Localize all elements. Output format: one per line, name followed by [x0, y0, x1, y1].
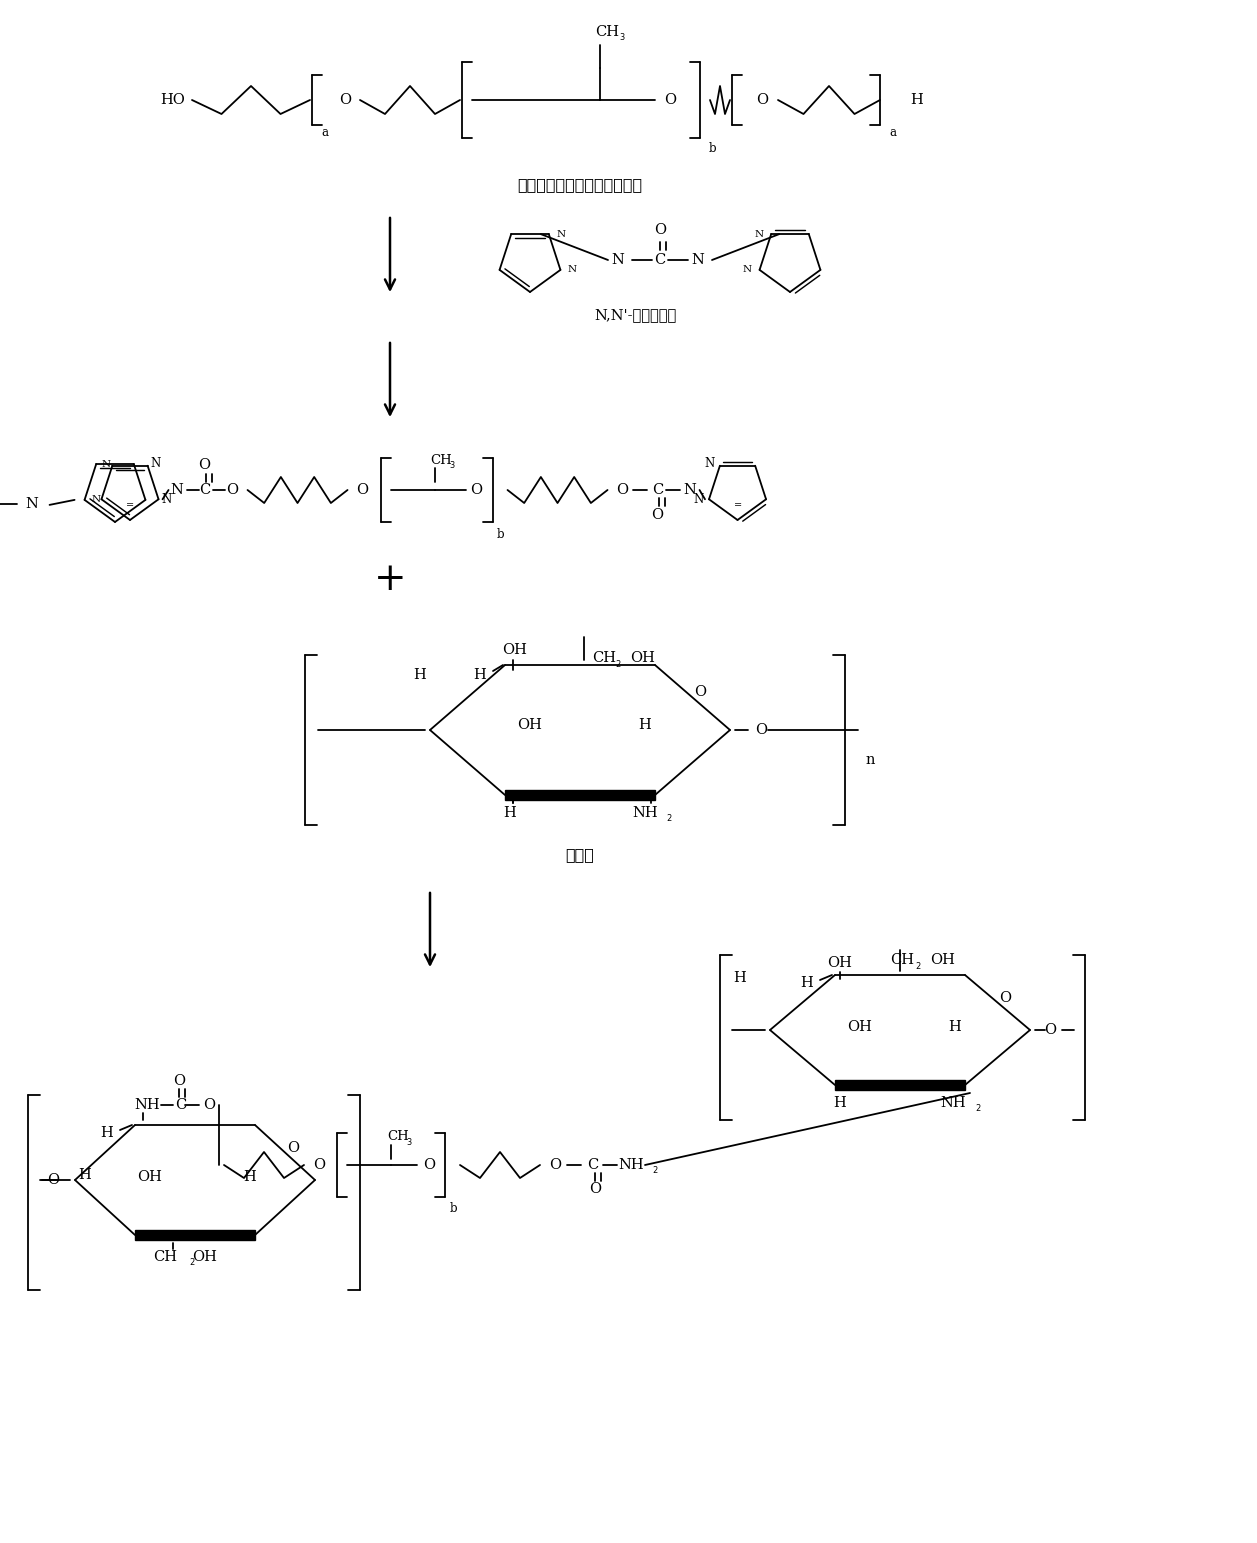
Text: CH: CH: [431, 454, 453, 466]
Text: C: C: [587, 1157, 598, 1173]
Text: O: O: [226, 483, 239, 497]
Polygon shape: [835, 1080, 965, 1089]
Text: H: H: [949, 1020, 962, 1034]
Text: +: +: [373, 562, 406, 599]
Text: NH: NH: [632, 805, 657, 819]
Text: C: C: [199, 483, 210, 497]
Text: HO: HO: [160, 93, 185, 106]
Text: H: H: [244, 1170, 256, 1183]
Text: $_3$: $_3$: [449, 458, 456, 471]
Text: =: =: [126, 501, 134, 511]
Text: OH: OH: [137, 1170, 162, 1183]
Text: OH: OH: [192, 1250, 217, 1264]
Text: O: O: [999, 991, 1012, 1004]
Text: N: N: [102, 460, 111, 469]
Text: $_2$: $_2$: [666, 810, 672, 824]
Text: CH: CH: [890, 954, 914, 967]
Text: $_3$: $_3$: [618, 29, 625, 43]
Text: C: C: [655, 253, 666, 267]
Text: =: =: [734, 501, 742, 511]
Text: O: O: [616, 483, 628, 497]
Text: H: H: [833, 1096, 846, 1109]
Text: N: N: [25, 497, 38, 511]
Text: O: O: [1043, 1023, 1056, 1037]
Text: NH: NH: [134, 1099, 160, 1113]
Text: OH: OH: [503, 643, 528, 657]
Polygon shape: [505, 790, 655, 799]
Text: n: n: [865, 753, 875, 767]
Text: N: N: [170, 483, 184, 497]
Text: $_3$: $_3$: [406, 1134, 412, 1148]
Text: 聚氧乙烯聚氧丙烯嵌段共聚物: 聚氧乙烯聚氧丙烯嵌段共聚物: [518, 176, 642, 193]
Text: b: b: [497, 528, 504, 540]
Text: b: b: [449, 1202, 456, 1216]
Text: $_2$: $_2$: [651, 1162, 659, 1176]
Text: N: N: [151, 457, 161, 471]
Text: N: N: [92, 495, 101, 505]
Text: C: C: [652, 483, 664, 497]
Text: O: O: [651, 508, 664, 522]
Text: OH: OH: [630, 651, 655, 665]
Text: N: N: [568, 265, 577, 275]
Text: N: N: [754, 230, 764, 239]
Text: $_2$: $_2$: [615, 656, 621, 670]
Text: OH: OH: [930, 954, 955, 967]
Text: OH: OH: [518, 717, 543, 731]
Text: $_2$: $_2$: [974, 1100, 982, 1114]
Text: O: O: [590, 1182, 601, 1196]
Text: H: H: [474, 668, 486, 682]
Text: H: H: [801, 977, 813, 991]
Text: N: N: [557, 230, 566, 239]
Text: O: O: [654, 224, 666, 238]
Text: a: a: [322, 125, 328, 139]
Text: N: N: [683, 483, 696, 497]
Text: C: C: [175, 1099, 186, 1113]
Text: CH: CH: [595, 25, 618, 39]
Text: N: N: [694, 492, 704, 506]
Text: N,N'-缰基二咋唢: N,N'-缰基二咋唢: [593, 309, 676, 322]
Text: $_2$: $_2$: [189, 1254, 195, 1267]
Text: N: N: [743, 265, 752, 275]
Text: CH: CH: [153, 1250, 177, 1264]
Text: N: N: [691, 253, 704, 267]
Text: O: O: [287, 1140, 299, 1154]
Text: OH: OH: [847, 1020, 872, 1034]
Text: b: b: [708, 142, 715, 154]
Text: O: O: [47, 1173, 59, 1187]
Text: NH: NH: [618, 1157, 644, 1173]
Text: N: N: [161, 492, 172, 506]
Text: O: O: [313, 1157, 326, 1173]
Text: N: N: [612, 253, 625, 267]
Text: CH: CH: [592, 651, 616, 665]
Text: H: H: [414, 668, 426, 682]
Text: N: N: [705, 457, 715, 471]
Text: O: O: [694, 685, 706, 699]
Text: OH: OH: [827, 957, 852, 971]
Text: a: a: [890, 125, 896, 139]
Text: H: H: [910, 93, 923, 106]
Text: O: O: [202, 1099, 215, 1113]
Text: O: O: [755, 724, 767, 738]
Text: O: O: [664, 93, 676, 106]
Text: O: O: [755, 93, 768, 106]
Text: O: O: [199, 458, 211, 472]
Text: O: O: [549, 1157, 561, 1173]
Text: H: H: [101, 1126, 113, 1140]
Text: H: H: [504, 805, 517, 819]
Text: $_2$: $_2$: [915, 958, 921, 972]
Text: O: O: [470, 483, 483, 497]
Text: O: O: [173, 1074, 185, 1088]
Text: H: H: [79, 1168, 92, 1182]
Text: H: H: [734, 971, 747, 984]
Text: NH: NH: [940, 1096, 965, 1109]
Text: 壳耲糖: 壳耲糖: [566, 847, 595, 864]
Text: O: O: [422, 1157, 435, 1173]
Text: O: O: [339, 93, 351, 106]
Text: CH: CH: [387, 1131, 409, 1143]
Text: H: H: [639, 717, 651, 731]
Text: O: O: [357, 483, 368, 497]
Polygon shape: [134, 1230, 255, 1241]
